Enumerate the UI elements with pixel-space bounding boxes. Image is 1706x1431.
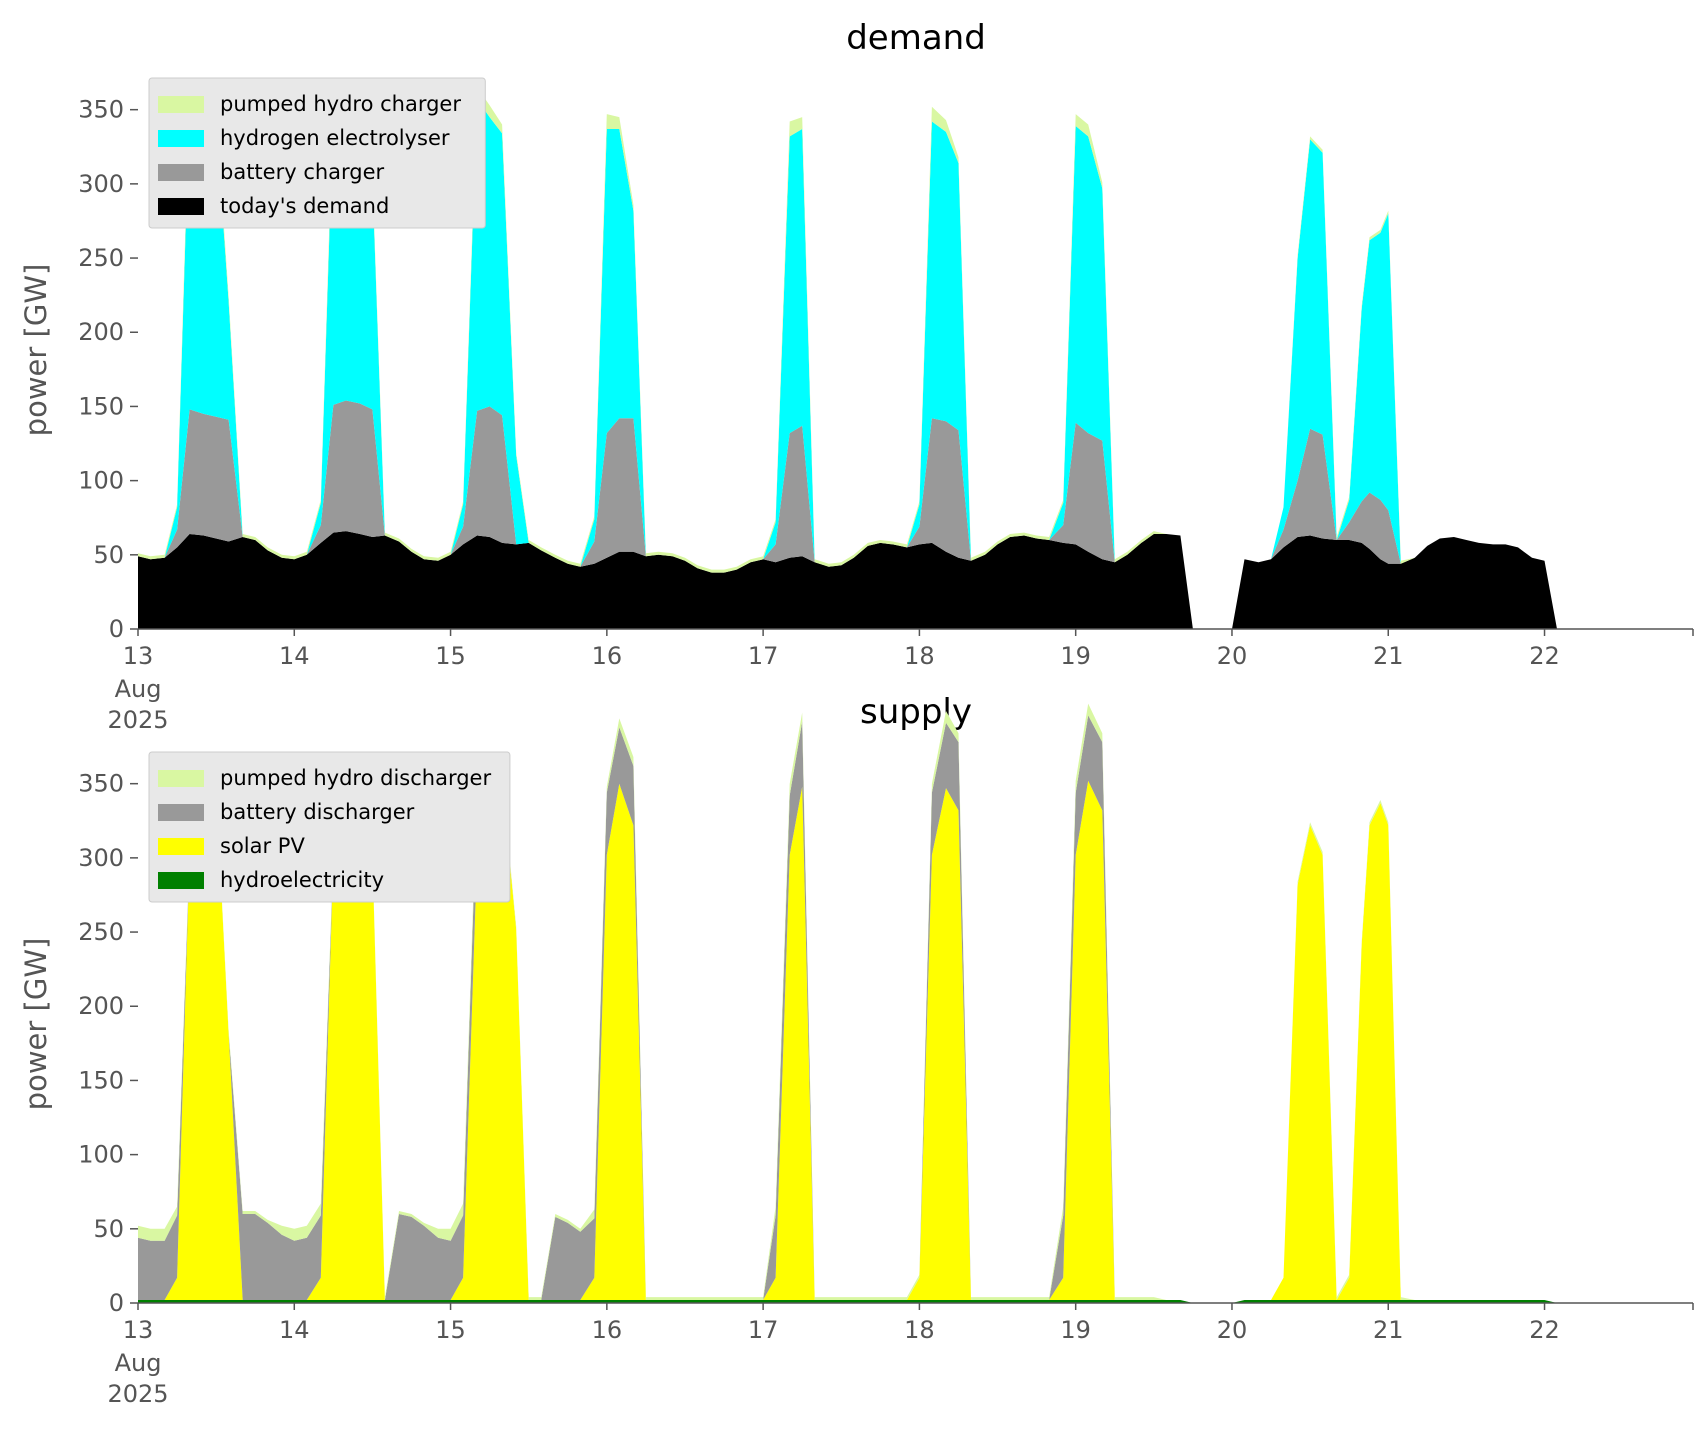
x-tick-label: 20 [1217,642,1248,670]
x-tick-label: 15 [435,642,466,670]
x-tick-label: 14 [279,1316,310,1344]
series-area-battery-charger [138,400,1693,629]
legend-swatch [158,804,204,821]
x-tick-label: 15 [435,1316,466,1344]
chart-title: demand [846,18,986,58]
x-tick-label: 17 [748,1316,779,1344]
legend-label: today's demand [220,194,389,218]
x-tick-label: 20 [1217,1316,1248,1344]
y-tick-label: 250 [78,918,124,946]
legend-swatch [158,198,204,215]
legend-label: battery discharger [220,800,415,824]
legend: pumped hydro discharger battery discharge… [148,751,511,903]
axes: 0 50 100 150 200 250 300 350 13 14 15 16 17 18 19 20 21 2… [78,770,1694,1408]
x-sublabel: 2025 [107,706,168,734]
legend-swatch [158,130,204,147]
legend-label: hydrogen electrolyser [220,126,450,150]
chart-title: supply [860,692,972,732]
legend-swatch [158,838,204,855]
y-tick-label: 50 [93,1215,124,1243]
legend-label: hydroelectricity [220,868,384,892]
x-tick-label: 13 [123,642,154,670]
legend-label: solar PV [220,834,305,858]
y-axis-label: power [GW] [19,938,53,1111]
legend-swatch [158,872,204,889]
legend-label: pumped hydro charger [220,92,461,116]
y-tick-label: 300 [78,844,124,872]
legend-swatch [158,96,204,113]
x-tick-label: 18 [904,642,935,670]
x-tick-label: 21 [1373,1316,1404,1344]
x-tick-label: 19 [1060,642,1091,670]
area-layers [138,87,1693,630]
legend: pumped hydro charger hydrogen electrolyse… [148,77,486,229]
y-tick-label: 100 [78,1141,124,1169]
y-tick-label: 50 [93,541,124,569]
legend-swatch [158,770,204,787]
x-sublabel: Aug [115,675,162,703]
y-tick-label: 200 [78,992,124,1020]
y-tick-label: 300 [78,170,124,198]
y-axis-label: power [GW] [19,264,53,437]
y-tick-label: 100 [78,467,124,495]
demand-panel: demand power [GW] 0 50 100 150 200 250 300 350 1… [19,18,1694,734]
series-area-today-s-demand [138,531,1693,629]
series-area-hydrogen-electrolyser [138,99,1693,630]
series-area-battery-discharger [138,715,1693,1303]
x-tick-label: 22 [1529,642,1560,670]
x-sublabel: 2025 [107,1380,168,1408]
legend-box [148,77,486,229]
x-sublabel: Aug [115,1349,162,1377]
y-tick-label: 0 [109,615,124,643]
y-tick-label: 350 [78,770,124,798]
legend-label: pumped hydro discharger [220,766,491,790]
y-tick-label: 150 [78,1066,124,1094]
supply-panel: supply power [GW] 0 50 100 150 200 250 300 350 1… [19,692,1694,1408]
x-tick-label: 16 [592,642,623,670]
x-tick-label: 21 [1373,642,1404,670]
y-tick-label: 0 [109,1289,124,1317]
x-tick-label: 16 [592,1316,623,1344]
x-tick-label: 18 [904,1316,935,1344]
y-tick-label: 250 [78,244,124,272]
x-tick-label: 22 [1529,1316,1560,1344]
x-tick-label: 13 [123,1316,154,1344]
series-area-solar-pv [138,777,1693,1303]
x-tick-label: 19 [1060,1316,1091,1344]
legend-swatch [158,164,204,181]
x-tick-label: 14 [279,642,310,670]
legend-box [148,751,511,903]
x-tick-label: 17 [748,642,779,670]
legend-label: battery charger [220,160,385,184]
y-tick-label: 150 [78,392,124,420]
y-tick-label: 350 [78,96,124,124]
axes: 0 50 100 150 200 250 300 350 13 14 15 16 17 18 19 20 21 2… [78,96,1694,734]
y-tick-label: 200 [78,318,124,346]
